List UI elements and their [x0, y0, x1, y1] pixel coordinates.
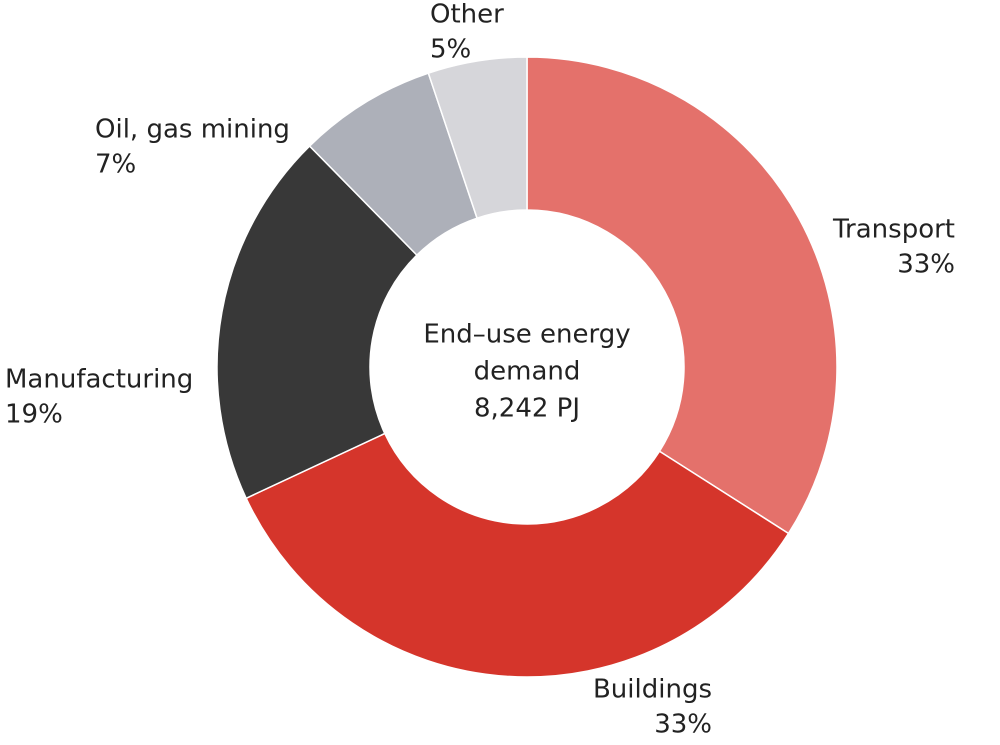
slice: [526, 56, 838, 535]
slice-value-label: 19%: [5, 400, 63, 430]
slice-label: Transport: [832, 215, 955, 245]
center-label: 8,242 PJ: [474, 394, 580, 424]
slice-label: Oil, gas mining: [95, 115, 290, 145]
slice-value-label: 5%: [430, 35, 471, 65]
slice-value-label: 7%: [95, 150, 136, 180]
slice-label: Manufacturing: [5, 365, 193, 395]
slice-label: Other: [430, 0, 504, 30]
slice: [427, 56, 528, 220]
slice: [245, 432, 790, 678]
center-label: demand: [474, 357, 581, 387]
slice-value-label: 33%: [654, 710, 712, 740]
center-label: End–use energy: [423, 320, 630, 350]
slice-label: Buildings: [593, 675, 712, 705]
slice-value-label: 33%: [897, 250, 955, 280]
slice: [216, 144, 418, 500]
